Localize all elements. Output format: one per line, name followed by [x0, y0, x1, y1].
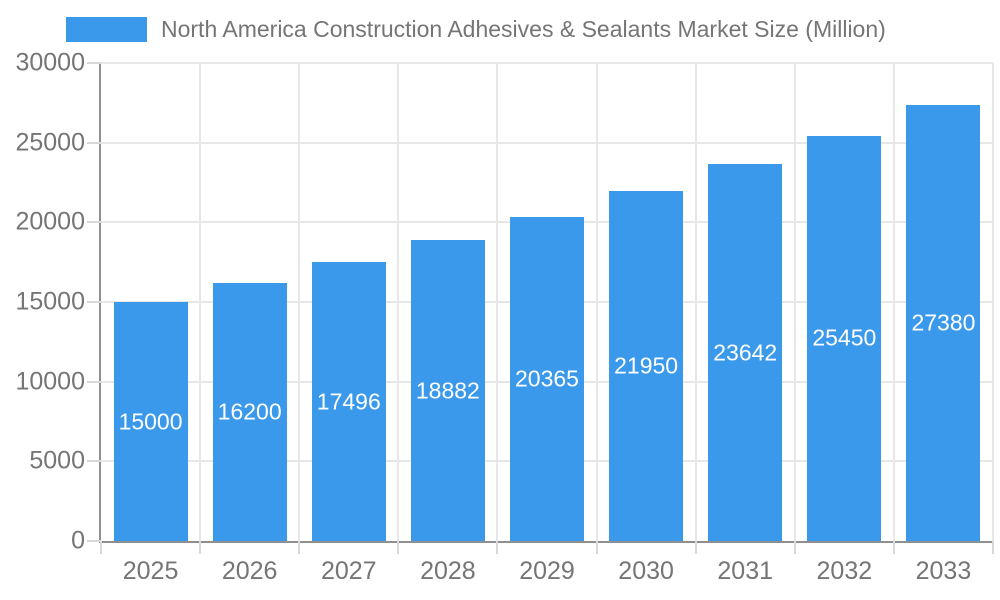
x-axis-tick: [298, 541, 301, 554]
y-axis-tick: [87, 460, 101, 463]
bar-value-label: 27380: [911, 309, 976, 336]
x-axis-label: 2032: [816, 557, 873, 585]
y-axis-tick: [87, 301, 101, 303]
x-axis-tick: [100, 541, 102, 554]
plot-area: 0 5000 10000 15000 20000 25000 30000 2025 15000 2…: [15, 50, 994, 584]
y-axis-tick: [87, 221, 101, 224]
x-axis-tick: [892, 541, 895, 554]
gridline-v: [992, 63, 994, 541]
y-axis-label: 15000: [15, 287, 85, 316]
bar-value-label: 17496: [316, 388, 381, 415]
bar-value-label: 25450: [812, 324, 877, 351]
x-axis-label: 2026: [221, 557, 278, 585]
y-axis-label: 0: [71, 526, 85, 555]
gridline-v: [595, 63, 598, 541]
x-axis-tick: [595, 541, 598, 554]
x-axis-label: 2027: [320, 557, 377, 585]
bar-2029[interactable]: 20365: [510, 216, 584, 541]
bar-value-label: 20365: [515, 365, 579, 392]
gridline-v: [694, 63, 697, 541]
x-axis-label: 2030: [618, 557, 674, 585]
bar-value-label: 15000: [118, 408, 183, 434]
y-axis-label: 20000: [15, 207, 85, 236]
x-axis-tick: [199, 541, 202, 554]
bar-2033[interactable]: 27380: [906, 104, 981, 541]
x-axis-tick: [397, 541, 400, 554]
x-axis-label: 2028: [420, 557, 476, 585]
y-axis-label: 10000: [15, 367, 85, 396]
legend-item[interactable]: North America Construction Adhesives & S…: [66, 16, 886, 43]
x-axis-tick: [496, 541, 499, 554]
x-axis-tick: [992, 541, 994, 554]
gridline-h: [101, 62, 993, 64]
y-axis-tick: [87, 141, 101, 144]
gridline-v: [793, 63, 796, 541]
y-axis-tick: [87, 540, 101, 542]
legend-label: North America Construction Adhesives & S…: [161, 16, 886, 42]
x-axis-tick: [793, 541, 796, 554]
x-axis-label: 2025: [122, 557, 179, 585]
x-axis-label: 2029: [519, 557, 575, 585]
y-axis-tick: [87, 62, 101, 64]
x-axis-label: 2031: [717, 557, 774, 585]
y-axis-tick: [87, 380, 101, 383]
gridline-v: [199, 63, 202, 541]
bar-2032[interactable]: 25450: [807, 135, 882, 541]
y-axis-label: 30000: [15, 48, 85, 77]
x-axis-tick: [694, 541, 697, 554]
bar-value-label: 23642: [713, 339, 778, 366]
legend-swatch: [66, 17, 147, 42]
y-axis-label: 5000: [29, 446, 85, 475]
bar-2030[interactable]: 21950: [609, 191, 684, 541]
gridline-v: [397, 63, 400, 541]
bar-value-label: 16200: [217, 398, 282, 425]
bar-2028[interactable]: 18882: [410, 240, 485, 541]
bar-value-label: 21950: [614, 352, 679, 379]
gridline-v: [892, 63, 895, 541]
x-axis-label: 2033: [915, 557, 972, 585]
bar-value-label: 18882: [415, 377, 480, 404]
gridline-h: [101, 141, 993, 144]
bar-2031[interactable]: 23642: [708, 164, 783, 541]
gridline-v: [298, 63, 301, 541]
gridline-v: [496, 63, 499, 541]
bar-2026[interactable]: 16200: [212, 282, 287, 541]
bar-2027[interactable]: 17496: [311, 262, 386, 541]
bar-2025[interactable]: 15000: [113, 302, 188, 541]
y-axis-label: 25000: [15, 128, 85, 157]
